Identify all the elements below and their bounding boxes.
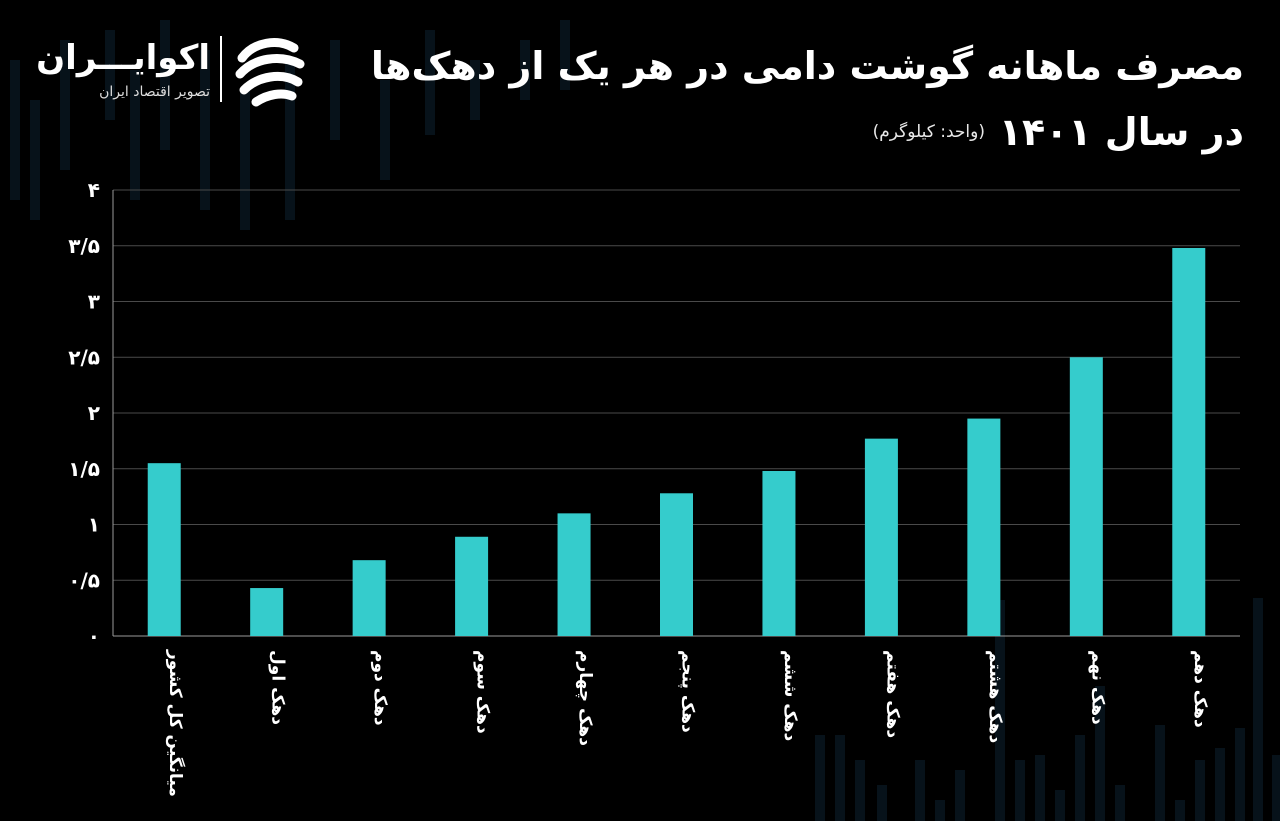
bar bbox=[352, 560, 386, 636]
x-tick-label: دهک اول bbox=[268, 650, 288, 725]
x-tick-label: دهک هشتم bbox=[985, 650, 1005, 743]
x-tick-label: میانگین کل کشور bbox=[165, 649, 186, 797]
y-tick-label: ۳/۵ bbox=[68, 234, 100, 258]
bar bbox=[1172, 247, 1206, 637]
y-tick-label: ۰ bbox=[88, 624, 100, 648]
bar bbox=[762, 470, 796, 636]
bar bbox=[864, 438, 898, 636]
y-tick-label: ۱ bbox=[88, 513, 100, 537]
unit-note: (واحد: کیلوگرم) bbox=[872, 122, 985, 142]
bar bbox=[660, 493, 693, 636]
chart-title: مصرف ماهانه گوشت دامی در هر یک از دهک‌ها bbox=[370, 44, 1244, 88]
y-tick-label: ۰/۵ bbox=[68, 568, 100, 592]
brand-tagline: تصویر اقتصاد ایران bbox=[99, 84, 210, 100]
y-tick-label: ۱/۵ bbox=[68, 457, 100, 481]
brand-logo: اکوایـــران تصویر اقتصاد ایران bbox=[36, 30, 310, 120]
x-tick-label: دهک دوم bbox=[370, 650, 390, 726]
bar bbox=[557, 513, 591, 636]
x-tick-label: دهک سوم bbox=[473, 650, 493, 734]
logo-divider bbox=[220, 36, 222, 102]
y-tick-label: ۲/۵ bbox=[68, 345, 100, 369]
y-tick-label: ۴ bbox=[88, 178, 100, 202]
y-tick-label: ۲ bbox=[88, 401, 100, 425]
x-tick-label: دهک چهارم bbox=[575, 650, 595, 746]
x-tick-label: دهک دهم bbox=[1190, 650, 1210, 728]
chart-title-year: در سال ۱۴۰۱ bbox=[998, 110, 1244, 154]
x-tick-label: دهک هفتم bbox=[882, 650, 902, 738]
bar bbox=[250, 588, 284, 636]
bar bbox=[1069, 357, 1103, 636]
bar bbox=[455, 536, 489, 636]
brand-name: اکوایـــران bbox=[36, 38, 210, 78]
x-tick-label: دهک نهم bbox=[1087, 650, 1107, 725]
bar bbox=[147, 463, 181, 636]
bar bbox=[967, 418, 1001, 636]
x-tick-label: دهک پنجم bbox=[678, 650, 698, 733]
y-tick-label: ۳ bbox=[88, 290, 100, 314]
brand-mark-icon bbox=[235, 38, 305, 107]
x-tick-label: دهک ششم bbox=[780, 650, 800, 741]
